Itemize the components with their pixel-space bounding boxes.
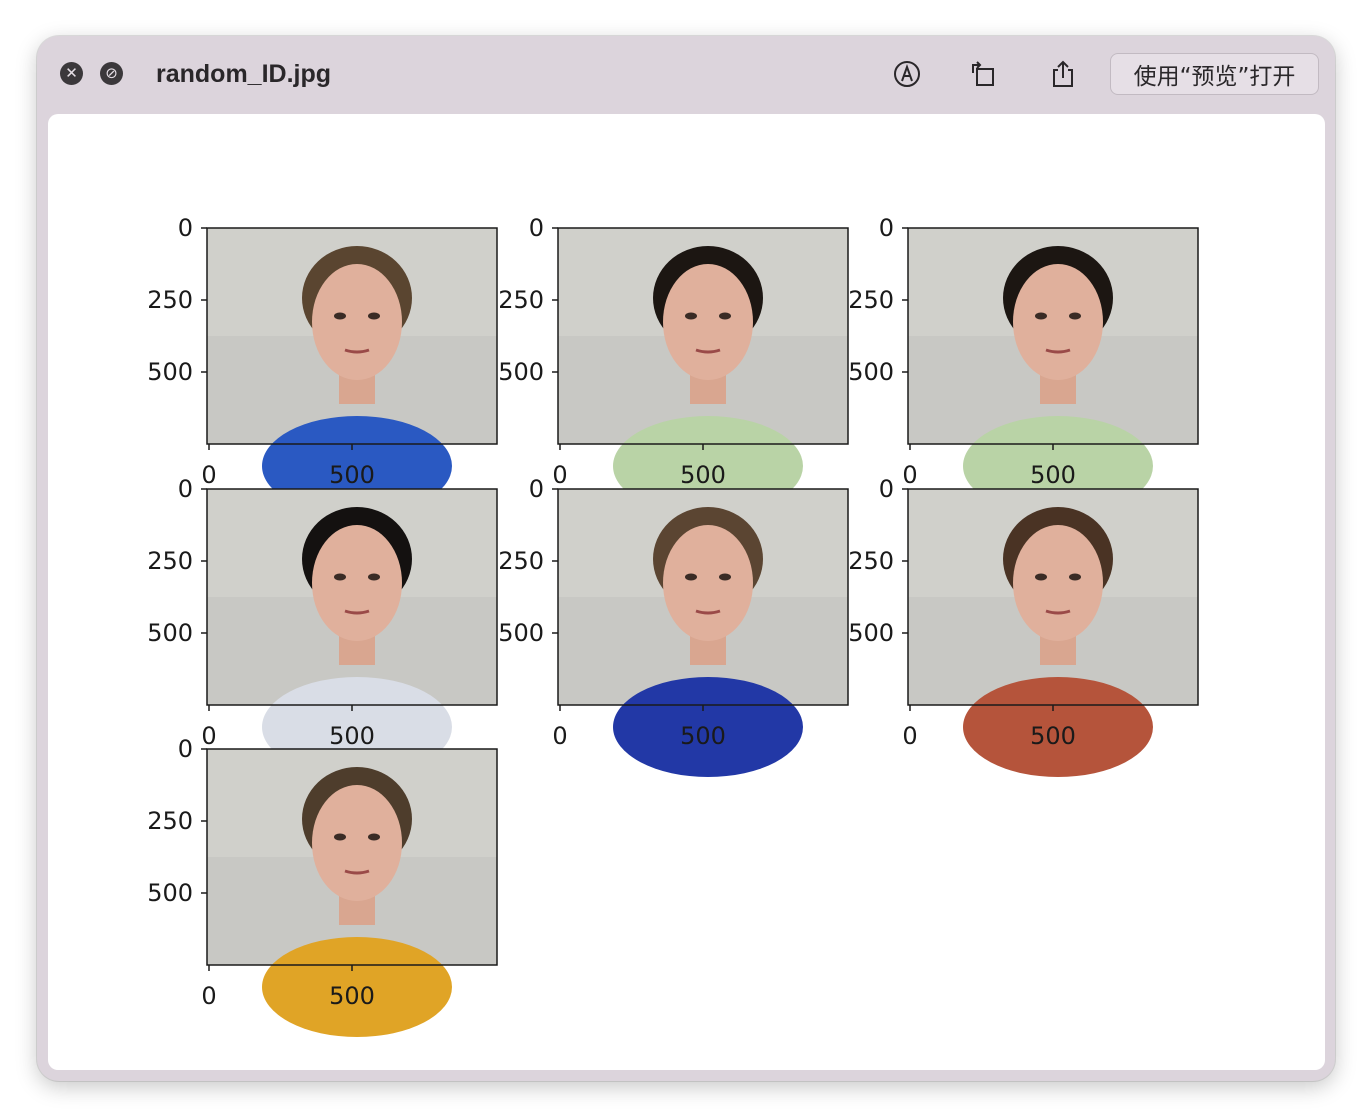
y-tick-label: 250 [848, 547, 894, 575]
face-panel: 0 250 500 0 500 [498, 475, 849, 777]
x-tick-label: 0 [201, 722, 216, 750]
x-tick-label: 500 [329, 461, 375, 489]
right-eye [1069, 573, 1081, 581]
left-eye [1035, 573, 1047, 581]
y-tick-label: 250 [147, 807, 193, 835]
x-tick-label: 500 [680, 461, 726, 489]
left-eye [685, 312, 697, 320]
face [312, 525, 402, 641]
shirt [262, 937, 452, 1037]
right-eye [368, 312, 380, 320]
window-title: random_ID.jpg [156, 60, 332, 88]
right-eye [368, 573, 380, 581]
face-panel: 0 250 500 0 500 [147, 475, 498, 777]
fullscreen-icon[interactable]: ⊘ [100, 62, 123, 85]
face-panel: 0 250 500 0 500 [498, 214, 849, 516]
mouth [344, 609, 370, 615]
shirt [963, 677, 1153, 777]
y-tick-label: 500 [147, 358, 193, 386]
close-icon[interactable]: ✕ [60, 62, 83, 85]
x-tick-label: 500 [329, 982, 375, 1010]
x-tick-label: 500 [680, 722, 726, 750]
face [312, 785, 402, 901]
right-eye [1069, 312, 1081, 320]
left-eye [685, 573, 697, 581]
face-panel: 0 250 500 0 500 [848, 214, 1199, 516]
y-tick-label: 0 [178, 735, 193, 763]
y-tick-label: 0 [529, 475, 544, 503]
left-eye [334, 312, 346, 320]
x-tick-label: 500 [1030, 722, 1076, 750]
left-eye [334, 573, 346, 581]
y-tick-label: 250 [147, 286, 193, 314]
left-eye [334, 833, 346, 841]
y-tick-label: 500 [147, 619, 193, 647]
mouth [344, 869, 370, 875]
mouth [695, 348, 721, 354]
right-eye [719, 573, 731, 581]
markup-icon[interactable] [887, 54, 927, 94]
face [312, 264, 402, 380]
face [1013, 525, 1103, 641]
open-with-preview-button[interactable]: 使用“预览”打开 [1110, 53, 1319, 95]
x-tick-label: 0 [902, 461, 917, 489]
y-tick-label: 250 [498, 547, 544, 575]
y-tick-label: 500 [147, 879, 193, 907]
x-tick-label: 500 [329, 722, 375, 750]
face-panel: 0 250 500 0 500 [147, 214, 498, 516]
y-tick-label: 250 [147, 547, 193, 575]
face [663, 525, 753, 641]
quicklook-window: ✕ ⊘ random_ID.jpg 使用“预览”打开 0 250 500 0 500 0 2… [37, 36, 1335, 1081]
y-tick-label: 0 [879, 475, 894, 503]
face [663, 264, 753, 380]
image-preview: 0 250 500 0 500 0 250 500 0 500 0 250 500 0 500 0 250 500… [48, 114, 1325, 1070]
mouth [695, 609, 721, 615]
rotate-icon[interactable] [963, 54, 1003, 94]
faces-figure: 0 250 500 0 500 0 250 500 0 500 0 250 500 0 500 0 250 500… [147, 214, 1199, 1037]
x-tick-label: 0 [552, 722, 567, 750]
mouth [1045, 348, 1071, 354]
right-eye [719, 312, 731, 320]
share-icon[interactable] [1043, 54, 1083, 94]
x-tick-label: 0 [902, 722, 917, 750]
left-eye [1035, 312, 1047, 320]
y-tick-label: 0 [178, 214, 193, 242]
y-tick-label: 0 [178, 475, 193, 503]
x-tick-label: 0 [201, 461, 216, 489]
y-tick-label: 0 [529, 214, 544, 242]
y-tick-label: 500 [498, 619, 544, 647]
y-tick-label: 500 [848, 358, 894, 386]
face [1013, 264, 1103, 380]
y-tick-label: 500 [848, 619, 894, 647]
y-tick-label: 250 [848, 286, 894, 314]
face-panel: 0 250 500 0 500 [147, 735, 498, 1037]
right-eye [368, 833, 380, 841]
face-panel: 0 250 500 0 500 [848, 475, 1199, 777]
y-tick-label: 0 [879, 214, 894, 242]
x-tick-label: 0 [201, 982, 216, 1010]
x-tick-label: 500 [1030, 461, 1076, 489]
x-tick-label: 0 [552, 461, 567, 489]
shirt [613, 677, 803, 777]
mouth [344, 348, 370, 354]
y-tick-label: 250 [498, 286, 544, 314]
mouth [1045, 609, 1071, 615]
y-tick-label: 500 [498, 358, 544, 386]
title-bar: ✕ ⊘ random_ID.jpg 使用“预览”打开 [37, 36, 1335, 112]
